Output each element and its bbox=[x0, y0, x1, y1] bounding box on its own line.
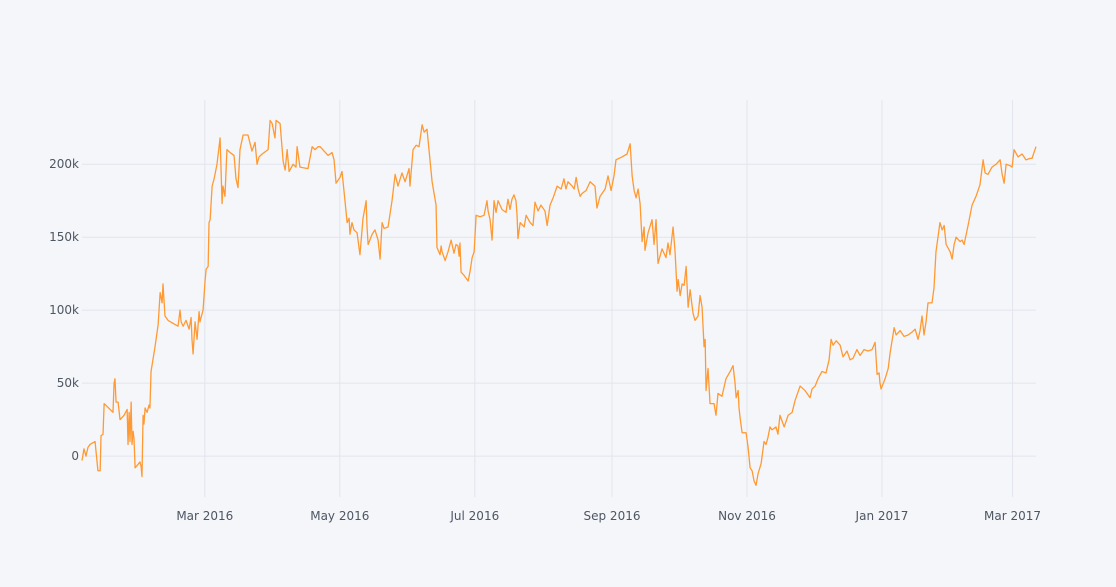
y-tick-label: 100k bbox=[49, 303, 79, 317]
data-line bbox=[81, 119, 1037, 486]
x-tick-label: Jul 2016 bbox=[449, 509, 499, 523]
x-tick-label: Sep 2016 bbox=[584, 509, 641, 523]
y-tick-label: 200k bbox=[49, 157, 79, 171]
x-tick-label: Nov 2016 bbox=[718, 509, 776, 523]
y-tick-label: 50k bbox=[57, 376, 79, 390]
x-tick-label: Mar 2016 bbox=[176, 509, 233, 523]
y-tick-label: 0 bbox=[71, 449, 79, 463]
x-tick-label: May 2016 bbox=[310, 509, 369, 523]
x-tick-label: Jan 2017 bbox=[855, 509, 909, 523]
y-tick-label: 150k bbox=[49, 230, 79, 244]
x-tick-label: Mar 2017 bbox=[984, 509, 1041, 523]
